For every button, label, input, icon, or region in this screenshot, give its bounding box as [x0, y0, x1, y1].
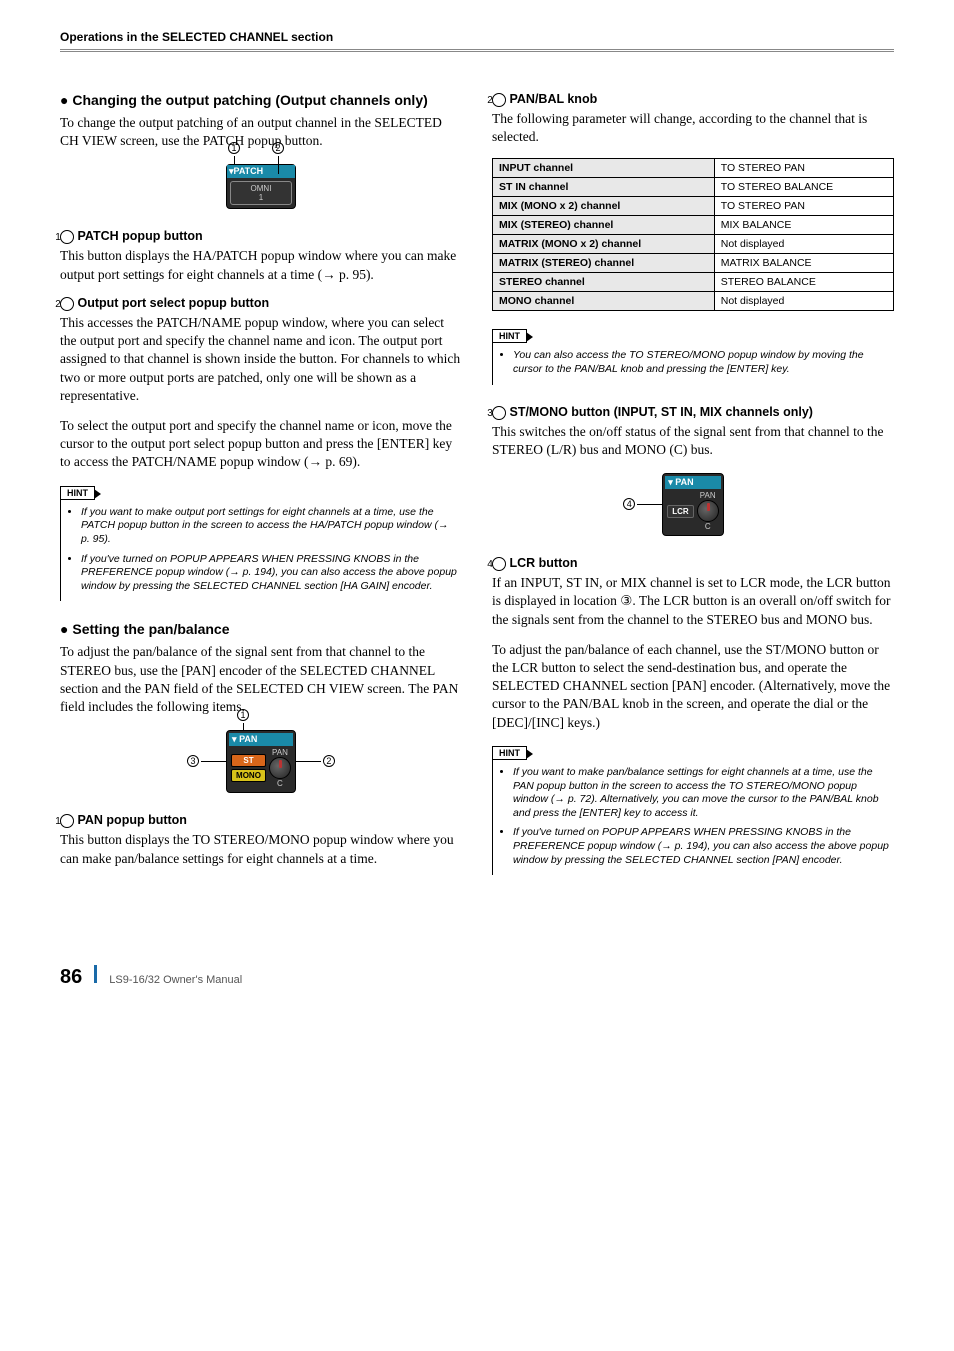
- sub-6: 4 LCR button: [492, 556, 894, 571]
- hint-item: If you want to make output port settings…: [81, 506, 460, 547]
- para: This accesses the PATCH/NAME popup windo…: [60, 314, 462, 405]
- header-rule: [60, 49, 894, 52]
- hint-item: If you've turned on POPUP APPEARS WHEN P…: [513, 826, 892, 867]
- callout-3: 3: [187, 755, 199, 767]
- table-cell-param: TO STEREO PAN: [714, 197, 893, 216]
- hint-item: If you want to make pan/balance settings…: [513, 766, 892, 821]
- pan-label: PAN: [269, 748, 291, 757]
- callout-2: 2: [272, 142, 284, 154]
- callout-4: 4: [623, 498, 635, 510]
- sub-1: 1 PATCH popup button: [60, 229, 462, 244]
- pan-popup-button[interactable]: ▾ PAN: [229, 733, 293, 746]
- para: To adjust the pan/balance of each channe…: [492, 641, 894, 732]
- callout-2: 2: [323, 755, 335, 767]
- para: To select the output port and specify th…: [60, 417, 462, 472]
- table-row: INPUT channelTO STEREO PAN: [493, 159, 894, 178]
- table-cell-channel: STEREO channel: [493, 273, 715, 292]
- heading-pan-balance: Setting the pan/balance: [60, 621, 462, 637]
- c-label: C: [269, 779, 291, 788]
- table-cell-param: TO STEREO PAN: [714, 159, 893, 178]
- table-cell-channel: MIX (STEREO) channel: [493, 216, 715, 235]
- figure-lcr: 4 ▾ PAN LCR PAN C: [492, 473, 894, 536]
- para: If an INPUT, ST IN, or MIX channel is se…: [492, 574, 894, 629]
- channel-parameter-table: INPUT channelTO STEREO PANST IN channelT…: [492, 158, 894, 311]
- left-column: Changing the output patching (Output cha…: [60, 92, 462, 895]
- st-button[interactable]: ST: [231, 754, 266, 767]
- sub-2: 2 Output port select popup button: [60, 296, 462, 311]
- sub-4: 2 PAN/BAL knob: [492, 92, 894, 107]
- table-row: MATRIX (STEREO) channelMATRIX BALANCE: [493, 254, 894, 273]
- table-cell-channel: MATRIX (MONO x 2) channel: [493, 235, 715, 254]
- table-row: MIX (MONO x 2) channelTO STEREO PAN: [493, 197, 894, 216]
- table-cell-param: Not displayed: [714, 235, 893, 254]
- pan-popup-button[interactable]: ▾ PAN: [665, 476, 720, 489]
- table-cell-param: MATRIX BALANCE: [714, 254, 893, 273]
- para: The following parameter will change, acc…: [492, 110, 894, 146]
- mono-button[interactable]: MONO: [231, 769, 266, 782]
- hint-box: HINT You can also access the TO STEREO/M…: [492, 327, 894, 384]
- table-row: STEREO channelSTEREO BALANCE: [493, 273, 894, 292]
- table-cell-param: Not displayed: [714, 292, 893, 311]
- table-cell-param: TO STEREO BALANCE: [714, 178, 893, 197]
- hint-box: HINT If you want to make output port set…: [60, 484, 462, 602]
- section-header: Operations in the SELECTED CHANNEL secti…: [60, 30, 894, 44]
- table-row: MATRIX (MONO x 2) channelNot displayed: [493, 235, 894, 254]
- output-port-select-button[interactable]: OMNI 1: [230, 181, 292, 205]
- hint-item: If you've turned on POPUP APPEARS WHEN P…: [81, 553, 460, 594]
- para: This button displays the HA/PATCH popup …: [60, 247, 462, 283]
- hint-box: HINT If you want to make pan/balance set…: [492, 744, 894, 875]
- table-cell-channel: INPUT channel: [493, 159, 715, 178]
- c-label: C: [697, 522, 719, 531]
- sub-5: 3 ST/MONO button (INPUT, ST IN, MIX chan…: [492, 405, 894, 420]
- hint-label: HINT: [60, 486, 95, 500]
- pan-bal-knob[interactable]: [269, 757, 291, 779]
- sub-3: 1 PAN popup button: [60, 813, 462, 828]
- callout-1: 1: [237, 709, 249, 721]
- page-footer: 86 LS9-16/32 Owner's Manual: [60, 965, 894, 989]
- table-row: MONO channelNot displayed: [493, 292, 894, 311]
- heading-output-patching: Changing the output patching (Output cha…: [60, 92, 462, 108]
- pan-bal-knob[interactable]: [697, 500, 719, 522]
- table-cell-channel: MIX (MONO x 2) channel: [493, 197, 715, 216]
- hint-item: You can also access the TO STEREO/MONO p…: [513, 349, 892, 376]
- para: This switches the on/off status of the s…: [492, 423, 894, 459]
- callout-1: 1: [228, 142, 240, 154]
- figure-pan: 1 2 3 ▾ PAN ST MONO PAN C: [60, 730, 462, 793]
- table-cell-channel: MONO channel: [493, 292, 715, 311]
- lcr-button[interactable]: LCR: [667, 505, 693, 518]
- hint-label: HINT: [492, 329, 527, 343]
- table-cell-param: STEREO BALANCE: [714, 273, 893, 292]
- page-number: 86: [60, 966, 82, 989]
- right-column: 2 PAN/BAL knob The following parameter w…: [492, 92, 894, 895]
- hint-label: HINT: [492, 746, 527, 760]
- table-cell-param: MIX BALANCE: [714, 216, 893, 235]
- table-cell-channel: MATRIX (STEREO) channel: [493, 254, 715, 273]
- table-row: ST IN channelTO STEREO BALANCE: [493, 178, 894, 197]
- pan-label: PAN: [697, 491, 719, 500]
- figure-patch: 1 2 ▾PATCH OMNI 1: [60, 164, 462, 209]
- table-cell-channel: ST IN channel: [493, 178, 715, 197]
- manual-title: LS9-16/32 Owner's Manual: [109, 974, 242, 986]
- para: To adjust the pan/balance of the signal …: [60, 643, 462, 716]
- table-row: MIX (STEREO) channelMIX BALANCE: [493, 216, 894, 235]
- footer-bar-icon: [94, 965, 97, 983]
- content-columns: Changing the output patching (Output cha…: [60, 92, 894, 895]
- para: To change the output patching of an outp…: [60, 114, 462, 150]
- patch-popup-button[interactable]: ▾PATCH: [227, 165, 295, 178]
- para: This button displays the TO STEREO/MONO …: [60, 831, 462, 867]
